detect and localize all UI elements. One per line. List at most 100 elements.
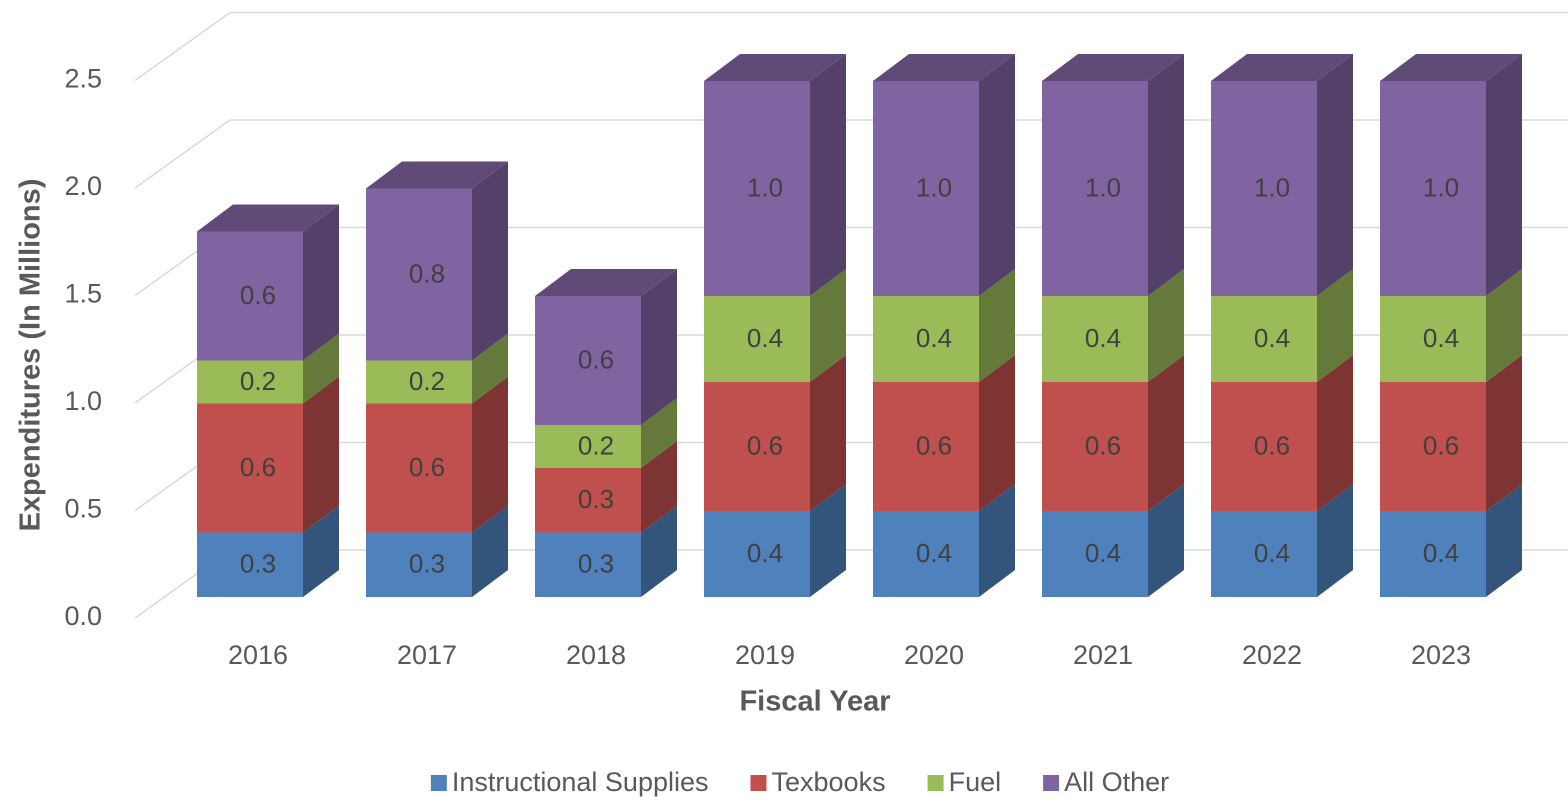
bar — [1380, 511, 1486, 597]
bar-top — [1380, 54, 1522, 81]
bar — [366, 360, 472, 404]
bar — [704, 382, 810, 511]
bar-side — [810, 355, 846, 511]
x-tick-label: 2018 — [566, 640, 626, 670]
bar-top — [535, 269, 677, 296]
bar-side — [1486, 484, 1522, 597]
legend-label: All Other — [1064, 767, 1169, 797]
data-label: 1.0 — [916, 172, 952, 202]
grid-line-side — [134, 119, 231, 189]
x-tick-label: 2017 — [397, 640, 457, 670]
bar-side — [1486, 54, 1522, 296]
data-label: 0.4 — [1254, 538, 1290, 568]
data-label: 0.6 — [240, 280, 276, 310]
bar-side — [472, 376, 508, 533]
bar — [1042, 296, 1148, 382]
data-label: 0.3 — [578, 484, 614, 514]
bar — [873, 81, 979, 296]
data-label: 0.4 — [1423, 538, 1459, 568]
bar-top — [704, 54, 846, 81]
bar — [1380, 81, 1486, 296]
bar — [535, 425, 641, 468]
bar-side — [1486, 269, 1522, 382]
bar-side — [810, 269, 846, 382]
bar — [197, 532, 303, 597]
bar — [704, 81, 810, 296]
bar-side — [303, 333, 339, 404]
legend-swatch — [750, 775, 767, 791]
bar-side — [303, 376, 339, 533]
y-axis-title: Expenditures (In Millions) — [15, 179, 47, 532]
bar-top — [197, 204, 339, 232]
data-label: 0.4 — [747, 538, 783, 568]
bar-side — [303, 505, 339, 597]
bar-side — [979, 269, 1015, 382]
bar — [1211, 296, 1317, 382]
bar — [535, 532, 641, 597]
bar — [197, 231, 303, 361]
x-tick-label: 2022 — [1242, 640, 1302, 670]
bar — [1211, 511, 1317, 597]
data-label: 0.8 — [409, 258, 445, 288]
bar-side — [1148, 484, 1184, 597]
bar-side — [641, 441, 677, 533]
bar-side — [979, 54, 1015, 296]
data-label: 0.4 — [916, 538, 952, 568]
bar-side — [641, 269, 677, 425]
bar-side — [472, 333, 508, 404]
bar — [704, 296, 810, 382]
data-label: 0.6 — [747, 430, 783, 460]
bar-top — [1042, 54, 1184, 81]
bar — [366, 532, 472, 597]
bar — [1042, 511, 1148, 597]
bar-side — [1317, 355, 1353, 511]
legend-swatch — [927, 775, 944, 791]
legend-swatch — [1043, 775, 1060, 791]
bar — [1380, 382, 1486, 511]
bar-side — [810, 484, 846, 597]
data-label: 0.6 — [1423, 430, 1459, 460]
data-label: 0.6 — [240, 452, 276, 482]
bar-side — [303, 204, 339, 361]
bar-side — [1148, 269, 1184, 382]
bar-side — [1486, 355, 1522, 511]
x-axis-title: Fiscal Year — [739, 686, 890, 718]
bar-side — [1317, 54, 1353, 296]
y-tick-label: 2.5 — [64, 64, 102, 94]
y-tick-label: 0.0 — [64, 601, 102, 631]
data-label: 0.2 — [578, 430, 614, 460]
data-label: 0.4 — [747, 323, 783, 353]
bar — [873, 382, 979, 511]
data-label: 1.0 — [1254, 172, 1290, 202]
bar — [1380, 296, 1486, 382]
bar — [1211, 382, 1317, 511]
legend-label: Fuel — [949, 767, 1002, 797]
bar-top — [366, 161, 508, 189]
data-label: 0.4 — [1085, 538, 1121, 568]
data-label: 0.2 — [409, 366, 445, 396]
data-label: 0.4 — [1254, 323, 1290, 353]
bar-side — [472, 161, 508, 361]
y-tick-label: 0.5 — [64, 494, 102, 524]
data-label: 1.0 — [1423, 172, 1459, 202]
data-label: 0.2 — [240, 366, 276, 396]
x-tick-label: 2023 — [1411, 640, 1471, 670]
data-label: 1.0 — [1085, 172, 1121, 202]
data-label: 0.3 — [409, 549, 445, 579]
bar-side — [1148, 54, 1184, 296]
bar-top — [873, 54, 1015, 81]
x-tick-label: 2020 — [904, 640, 964, 670]
bar-side — [1148, 355, 1184, 511]
data-label: 0.4 — [1085, 323, 1121, 353]
data-label: 0.3 — [240, 549, 276, 579]
bar-side — [1317, 269, 1353, 382]
bar-side — [641, 505, 677, 597]
bar-side — [641, 398, 677, 468]
y-tick-label: 1.5 — [64, 279, 102, 309]
data-label: 1.0 — [747, 172, 783, 202]
bar-top — [1211, 54, 1353, 81]
bar — [1042, 81, 1148, 296]
bar-side — [979, 484, 1015, 597]
bar — [873, 296, 979, 382]
